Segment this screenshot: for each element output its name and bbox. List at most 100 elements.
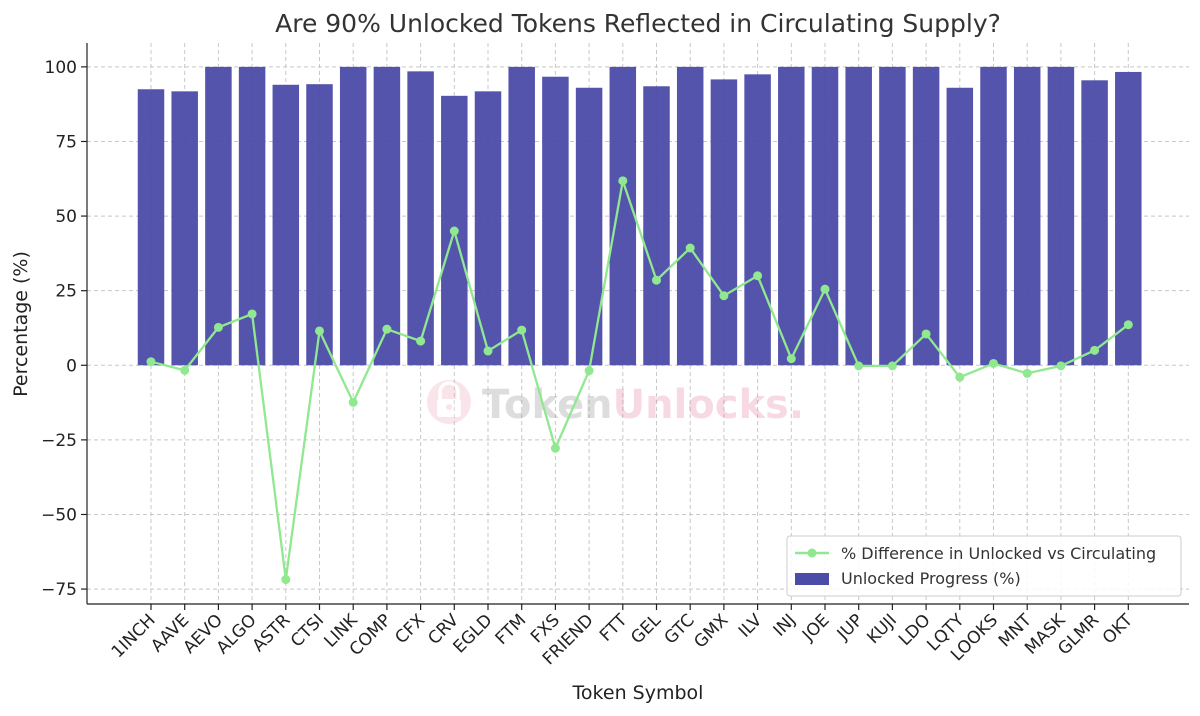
line-point-comp [382,324,392,334]
bar-ftm [508,66,535,366]
y-tick-label: −50 [41,505,77,525]
line-point-mask [1056,361,1066,371]
bar-link [339,66,367,366]
x-ticks: 1INCHAAVEAEVOALGOASTRCTSILINKCOMPCFXCRVE… [108,604,1137,669]
y-tick-label: 50 [55,207,77,227]
legend-line-marker [807,548,817,558]
bars-layer [137,66,1142,366]
x-tick-label-okt: OKT [1099,610,1137,648]
y-tick-label: −75 [41,580,77,600]
line-point-link [348,397,358,407]
y-tick-label: 25 [55,282,77,302]
line-point-aave [180,365,190,375]
bar-ctsi [306,84,333,366]
x-tick-label-kuji: KUJI [863,610,901,648]
bar-mnt [1013,66,1041,366]
bar-mask [1047,66,1075,366]
line-point-inj [786,354,796,364]
line-point-ldo [921,329,931,339]
line-layer [146,176,1133,585]
line-point-1inch [146,357,156,367]
bar-kuji [879,66,906,366]
axes-layer [86,43,1189,605]
x-tick-label-ftm: FTM [492,610,531,649]
line-point-astr [281,575,291,585]
bar-fxs [542,76,569,366]
bar-egld [474,91,502,366]
x-tick-label-inj: INJ [770,610,800,640]
line-point-joe [820,284,830,294]
line-point-ctsi [315,326,324,336]
x-tick-label-algo: ALGO [213,610,261,658]
line-point-friend [584,366,594,376]
watermark-text-unlocks: Unlocks [613,382,789,428]
x-tick-label-jup: JUP [833,610,867,644]
line-point-ftt [618,176,628,186]
x-tick-label-joe: JOE [798,610,833,645]
x-tick-label-cfx: CFX [391,610,429,648]
legend-bar-swatch [795,573,829,585]
bar-astr [272,84,300,366]
x-tick-label-astr: ASTR [249,610,295,656]
x-tick-label-ctsi: CTSI [287,610,328,651]
bar-lqty [946,87,974,366]
x-tick-label-ftt: FTT [596,610,632,646]
line-point-kuji [887,361,897,371]
x-tick-label-gmx: GMX [690,610,732,652]
bar-gtc [676,66,704,366]
legend: % Difference in Unlocked vs Circulating … [786,535,1182,597]
bar-gmx [710,79,738,366]
watermark: TokenUnlocks. [427,380,804,428]
bar-looks [980,66,1007,366]
legend-label-bar: Unlocked Progress (%) [841,569,1021,588]
line-point-jup [854,361,864,371]
watermark-logo-icon [427,380,471,424]
x-tick-label-ilv: ILV [735,610,767,642]
x-tick-label-1inch: 1INCH [108,610,160,662]
bar-aevo [205,66,232,366]
line-point-crv [449,226,459,236]
x-tick-label-egld: EGLD [450,610,497,657]
bar-aave [171,91,198,366]
y-ticks: −75 −50 −25 0 25 50 75 100 [41,58,87,600]
bar-gel [643,86,670,366]
bar-inj [778,66,805,366]
line-point-gel [652,275,661,285]
legend-box [786,535,1182,597]
y-tick-label: 0 [66,356,77,376]
svg-text:TokenUnlocks.: TokenUnlocks. [482,382,804,428]
watermark-text-dot: . [789,382,804,428]
bar-glmr [1081,80,1108,366]
line-point-looks [989,358,998,368]
line-point-aevo [213,322,223,332]
y-axis-label: Percentage (%) [10,251,32,397]
chart-title: Are 90% Unlocked Tokens Reflected in Cir… [275,9,1001,38]
bar-okt [1115,71,1142,366]
bar-ftt [609,66,637,366]
bar-ldo [912,66,940,366]
line-point-egld [483,346,493,356]
bar-ilv [744,74,771,366]
bar-joe [811,66,839,366]
y-tick-label: 100 [45,58,77,78]
line-point-ilv [753,271,763,281]
line-series-difference [150,180,1129,580]
bar-1inch [137,89,165,366]
bar-cfx [407,71,434,366]
line-point-fxs [550,443,560,453]
line-point-glmr [1090,345,1100,355]
line-point-cfx [416,336,426,346]
x-tick-label-gtc: GTC [661,610,699,648]
line-point-lqty [955,372,965,382]
line-point-ftm [517,325,527,335]
line-point-gtc [685,243,695,253]
line-point-gmx [719,291,729,301]
legend-label-line: % Difference in Unlocked vs Circulating [841,544,1156,563]
y-tick-label: 75 [55,132,77,152]
bar-comp [373,66,401,366]
x-tick-label-gel: GEL [627,610,665,648]
line-point-mnt [1022,368,1032,378]
bar-jup [845,66,872,366]
